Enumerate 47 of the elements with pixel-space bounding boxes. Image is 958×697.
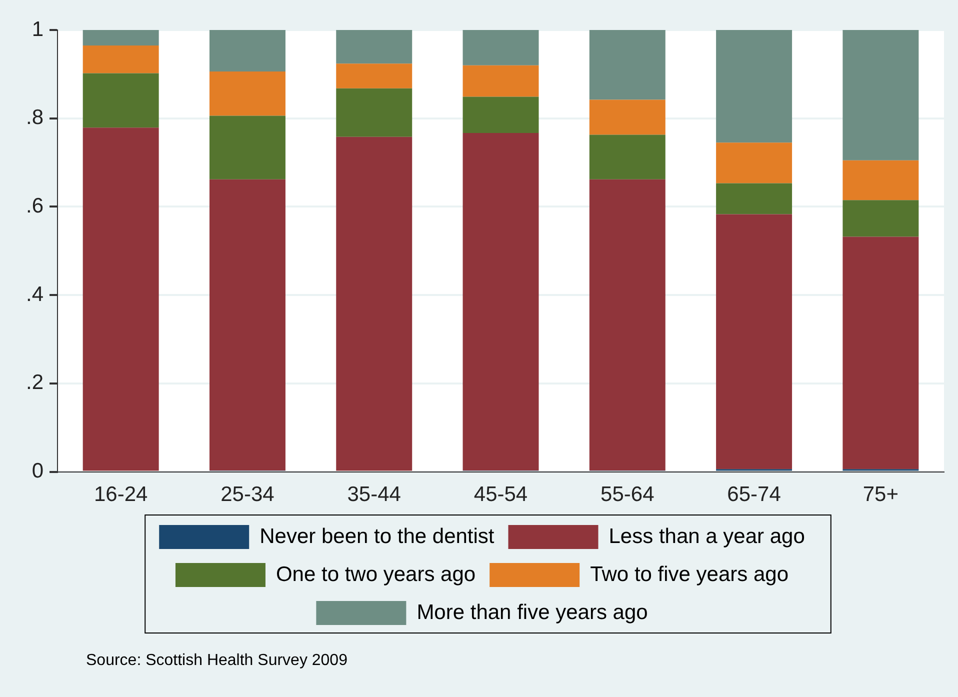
y-tick-label: 1 — [32, 18, 44, 41]
legend-label: Never been to the dentist — [260, 524, 494, 548]
bar — [462, 96, 539, 133]
bar — [462, 30, 539, 66]
bar — [82, 30, 159, 46]
x-tick-label: 75+ — [862, 483, 898, 506]
bar — [589, 179, 666, 470]
bar — [336, 64, 412, 88]
y-tick-label: 0 — [32, 460, 44, 483]
bar — [209, 72, 286, 116]
y-tick-label: .2 — [26, 371, 44, 394]
x-tick-label: 55-64 — [600, 483, 655, 506]
legend-label: Two to five years ago — [590, 562, 789, 586]
bar — [842, 30, 919, 160]
bar — [82, 73, 159, 128]
y-tick-label: .8 — [26, 106, 44, 130]
bar — [716, 142, 792, 184]
bar — [336, 136, 412, 471]
bar — [462, 132, 539, 470]
legend-label: More than five years ago — [416, 600, 648, 624]
bar — [336, 30, 412, 64]
legend-label: Less than a year ago — [608, 524, 805, 548]
x-tick-label: 16-24 — [94, 483, 148, 506]
bar — [716, 214, 792, 470]
y-tick-label: .4 — [26, 282, 44, 306]
bar — [209, 179, 286, 470]
bar — [209, 116, 286, 180]
bar — [209, 30, 286, 72]
bar — [842, 236, 919, 470]
legend-label: One to two years ago — [276, 562, 476, 586]
x-tick-label: 65-74 — [727, 483, 782, 506]
bar — [336, 88, 412, 137]
bar — [462, 65, 539, 97]
bar — [589, 134, 666, 180]
bar — [716, 183, 792, 214]
bar — [82, 128, 159, 471]
bar — [716, 30, 792, 143]
bar — [842, 200, 919, 237]
y-tick-label: .6 — [26, 194, 44, 218]
bar — [589, 30, 666, 100]
x-tick-label: 45-54 — [474, 483, 528, 506]
bar — [82, 45, 159, 74]
bar — [589, 100, 666, 135]
bar — [842, 160, 919, 200]
source-note: Source: Scottish Health Survey 2009 — [86, 652, 348, 670]
x-tick-label: 35-44 — [347, 483, 402, 506]
x-tick-label: 25-34 — [220, 483, 275, 506]
